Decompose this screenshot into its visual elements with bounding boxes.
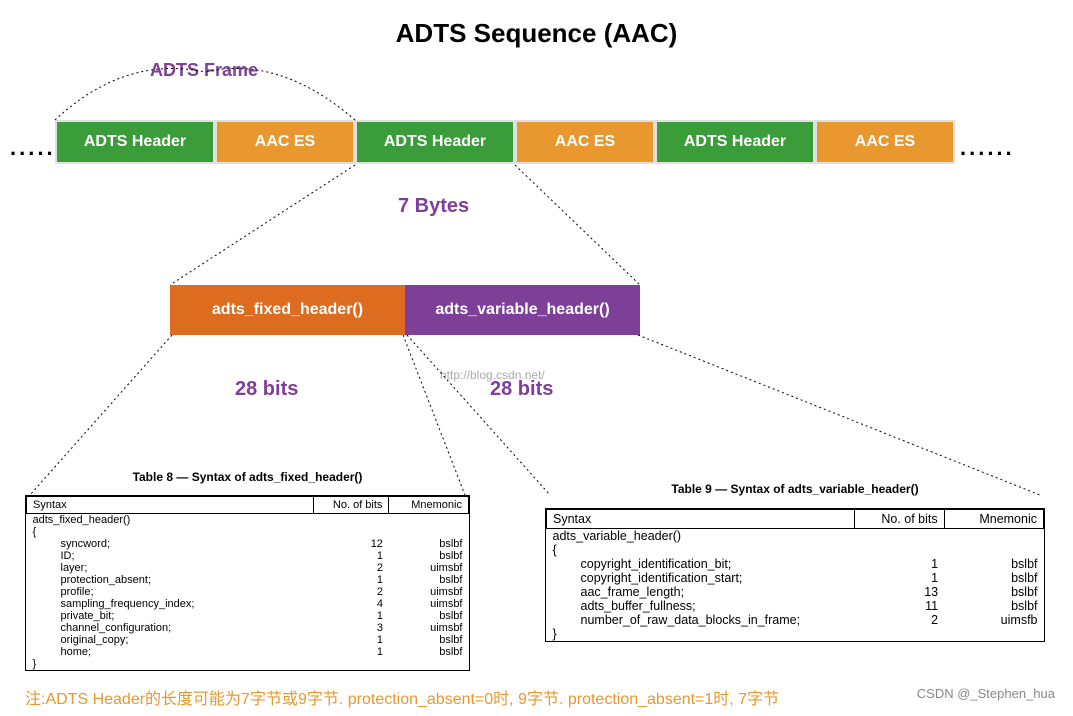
- table9-caption: Table 9 — Syntax of adts_variable_header…: [545, 482, 1045, 496]
- table9-col-bits: No. of bits: [855, 510, 944, 529]
- aac-es-block: AAC ES: [815, 120, 955, 164]
- table8: Syntax No. of bits Mnemonic adts_fixed_h…: [25, 495, 470, 671]
- credit: CSDN @_Stephen_hua: [917, 686, 1055, 701]
- bits-label-left: 28 bits: [235, 378, 298, 401]
- aac-es-block: AAC ES: [515, 120, 655, 164]
- table8-col-mnem: Mnemonic: [389, 497, 469, 514]
- table9: Syntax No. of bits Mnemonic adts_variabl…: [545, 508, 1045, 642]
- bits-label-right: 28 bits: [490, 378, 553, 401]
- table9-col-mnem: Mnemonic: [944, 510, 1043, 529]
- page-title: ADTS Sequence (AAC): [0, 18, 1073, 49]
- table8-col-syntax: Syntax: [27, 497, 314, 514]
- footnote: 注:ADTS Header的长度可能为7字节或9字节. protection_a…: [25, 685, 779, 709]
- adts-frame-label: ADTS Frame: [150, 60, 258, 81]
- table8-col-bits: No. of bits: [314, 497, 389, 514]
- table8-caption: Table 8 — Syntax of adts_fixed_header(): [25, 470, 470, 484]
- adts-fixed-header-block: adts_fixed_header(): [170, 285, 405, 335]
- ellipsis-right: ......: [960, 135, 1015, 161]
- aac-es-block: AAC ES: [215, 120, 355, 164]
- adts-header-block: ADTS Header: [355, 120, 515, 164]
- bytes-label: 7 Bytes: [398, 195, 469, 218]
- table9-col-syntax: Syntax: [547, 510, 855, 529]
- adts-variable-header-block: adts_variable_header(): [405, 285, 640, 335]
- adts-header-block: ADTS Header: [55, 120, 215, 164]
- adts-header-block: ADTS Header: [655, 120, 815, 164]
